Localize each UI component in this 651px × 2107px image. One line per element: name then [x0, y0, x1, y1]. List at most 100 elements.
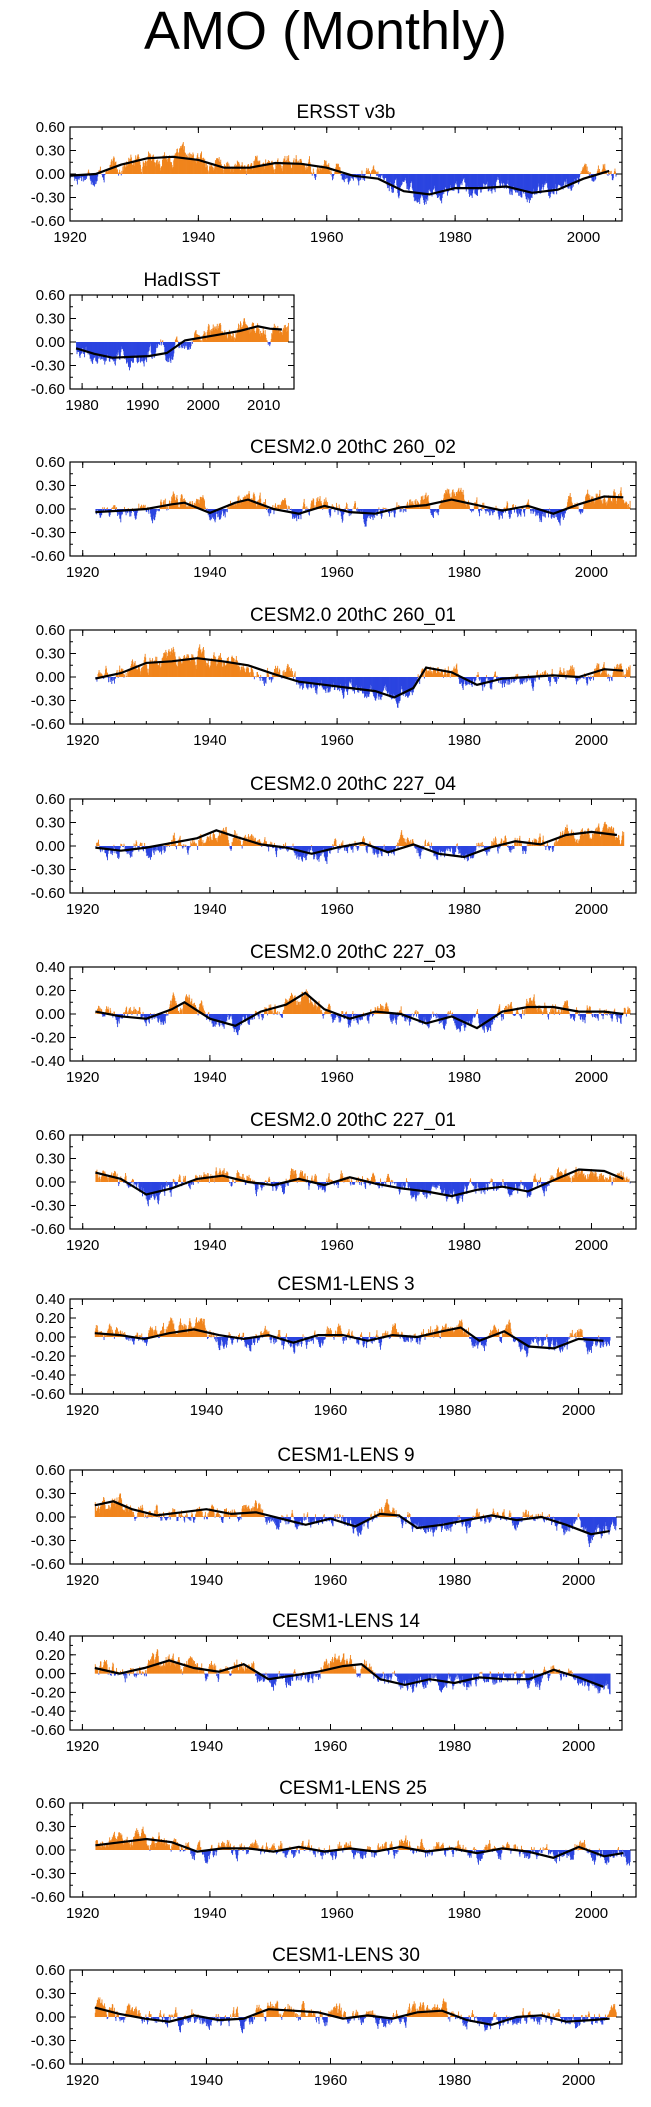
- anomaly-bar: [128, 846, 130, 851]
- anomaly-bar: [595, 827, 597, 846]
- anomaly-bar: [105, 342, 107, 361]
- anomaly-bar: [311, 500, 313, 509]
- anomaly-bar: [440, 673, 442, 677]
- anomaly-bar: [171, 164, 173, 174]
- y-tick-label: 0.60: [36, 454, 65, 471]
- anomaly-bar: [238, 839, 239, 846]
- anomaly-bar: [532, 509, 534, 511]
- anomaly-bar: [479, 842, 481, 846]
- anomaly-bar: [112, 158, 114, 174]
- anomaly-bar: [132, 164, 134, 174]
- anomaly-bar: [553, 843, 555, 846]
- anomaly-bar: [402, 509, 404, 513]
- anomaly-bar: [501, 174, 503, 182]
- anomaly-bar: [321, 846, 323, 851]
- anomaly-bar: [271, 333, 273, 342]
- anomaly-bar: [266, 162, 268, 174]
- anomaly-bar: [378, 677, 380, 700]
- anomaly-bar: [230, 334, 232, 342]
- anomaly-bar: [156, 164, 158, 174]
- anomaly-bar: [316, 499, 318, 509]
- x-tick-label: 1940: [193, 564, 226, 581]
- anomaly-bar: [429, 174, 431, 192]
- anomaly-bar: [327, 677, 328, 688]
- anomaly-bar: [436, 174, 438, 195]
- anomaly-bar: [313, 677, 315, 684]
- anomaly-bar: [232, 332, 234, 342]
- anomaly-bar: [205, 841, 207, 846]
- anomaly-bar: [566, 670, 568, 677]
- anomaly-bar: [621, 840, 623, 846]
- anomaly-bar: [133, 1006, 135, 1014]
- anomaly-bar: [628, 507, 630, 509]
- anomaly-bar: [247, 494, 248, 509]
- anomaly-bar: [493, 174, 494, 185]
- anomaly-bar: [454, 496, 456, 509]
- anomaly-bar: [233, 834, 235, 846]
- anomaly-bar: [444, 668, 446, 677]
- anomaly-bar: [386, 174, 388, 182]
- anomaly-bar: [428, 672, 430, 677]
- anomaly-bar: [153, 162, 155, 174]
- anomaly-bar: [381, 174, 383, 176]
- anomaly-bar: [546, 509, 548, 510]
- anomaly-bar: [190, 658, 192, 677]
- anomaly-bar: [238, 328, 240, 342]
- anomaly-bar: [184, 656, 186, 677]
- anomaly-bar: [252, 322, 254, 342]
- anomaly-bar: [409, 174, 411, 187]
- anomaly-bar: [528, 174, 530, 204]
- anomaly-bar: [88, 342, 90, 353]
- anomaly-bar: [257, 844, 259, 846]
- anomaly-bar: [443, 674, 445, 677]
- anomaly-bar: [208, 325, 210, 342]
- anomaly-bar: [489, 174, 491, 186]
- anomaly-bar: [334, 171, 336, 174]
- anomaly-bar: [591, 174, 593, 181]
- anomaly-bar: [343, 174, 345, 183]
- anomaly-bar: [383, 677, 385, 691]
- anomaly-bar: [462, 174, 463, 182]
- anomaly-bar: [607, 830, 609, 846]
- anomaly-bar: [329, 171, 331, 174]
- anomaly-bar: [185, 158, 187, 174]
- anomaly-bar: [422, 673, 424, 677]
- anomaly-bar: [399, 839, 401, 846]
- anomaly-bar: [554, 509, 556, 514]
- anomaly-bar: [542, 174, 544, 188]
- anomaly-bar: [202, 839, 204, 846]
- anomaly-bar: [196, 843, 198, 846]
- anomaly-bar: [348, 174, 350, 183]
- anomaly-bar: [139, 1007, 141, 1014]
- anomaly-bar: [431, 509, 433, 516]
- anomaly-bar: [322, 505, 324, 509]
- anomaly-bar: [104, 342, 106, 365]
- anomaly-bar: [390, 174, 392, 185]
- anomaly-bar: [598, 170, 600, 174]
- anomaly-bar: [200, 652, 202, 677]
- anomaly-bar: [280, 165, 282, 174]
- anomaly-bar: [161, 340, 163, 342]
- anomaly-bar: [625, 501, 627, 509]
- anomaly-bar: [271, 677, 273, 681]
- anomaly-bar: [522, 508, 524, 509]
- anomaly-bar: [608, 826, 610, 846]
- anomaly-bar: [565, 677, 567, 680]
- anomaly-bar: [395, 174, 397, 179]
- anomaly-bar: [87, 171, 89, 174]
- anomaly-bar: [252, 672, 254, 677]
- anomaly-bar: [151, 846, 153, 852]
- anomaly-bar: [566, 174, 568, 185]
- anomaly-bar: [438, 505, 440, 509]
- anomaly-bar: [188, 507, 190, 509]
- anomaly-bar: [345, 677, 346, 684]
- anomaly-bar: [390, 677, 392, 695]
- anomaly-bar: [306, 506, 308, 509]
- anomaly-bar: [192, 842, 194, 846]
- anomaly-bar: [311, 677, 313, 684]
- anomaly-bar: [93, 174, 95, 185]
- anomaly-bar: [573, 671, 575, 677]
- anomaly-bar: [492, 509, 494, 513]
- anomaly-bar: [225, 826, 227, 846]
- anomaly-bar: [313, 677, 315, 687]
